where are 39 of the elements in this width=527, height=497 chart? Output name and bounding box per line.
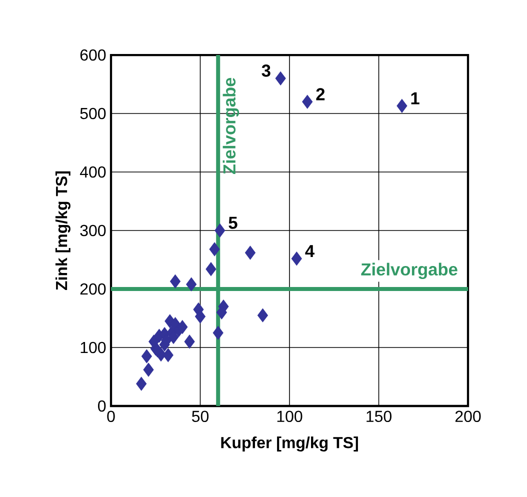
annotation: 3	[262, 64, 270, 77]
point	[184, 334, 195, 349]
y-axis-title: Zink [mg/kg TS]	[55, 171, 70, 290]
y-tick-label: 300	[80, 224, 106, 236]
point	[170, 274, 181, 288]
point	[136, 376, 147, 391]
x-tick-label: 100	[277, 410, 302, 422]
point	[257, 308, 268, 322]
point	[162, 348, 174, 362]
point	[186, 277, 197, 292]
point	[275, 71, 286, 86]
x-tick-label: 50	[192, 410, 209, 422]
y-tick-label: 500	[80, 108, 106, 120]
y-tick-label: 400	[80, 166, 106, 178]
point	[194, 310, 206, 324]
point	[396, 98, 408, 113]
point	[212, 326, 224, 340]
ref-line-label: Zielvorgabe	[222, 78, 240, 174]
annotation: 2	[316, 88, 325, 100]
annotation: 1	[411, 92, 420, 104]
point	[206, 262, 216, 276]
point	[141, 349, 152, 364]
y-tick-label: 200	[80, 283, 106, 295]
y-tick-label: 0	[98, 400, 106, 412]
annotation: 4	[305, 245, 314, 257]
x-tick-label: 150	[366, 410, 392, 422]
x-tick-label: 200	[455, 410, 481, 422]
point	[244, 246, 256, 260]
ref-line-label: Zielvorgabe	[361, 262, 458, 280]
point	[143, 362, 154, 377]
x-axis-title: Kupfer [mg/kg TS]	[221, 436, 358, 452]
point	[209, 242, 220, 256]
y-tick-label: 600	[80, 49, 106, 61]
x-tick-label: 0	[107, 410, 115, 422]
point	[291, 252, 302, 266]
y-tick-label: 100	[80, 342, 106, 354]
point	[302, 94, 313, 109]
point	[214, 224, 226, 238]
annotation: 5	[228, 216, 238, 229]
